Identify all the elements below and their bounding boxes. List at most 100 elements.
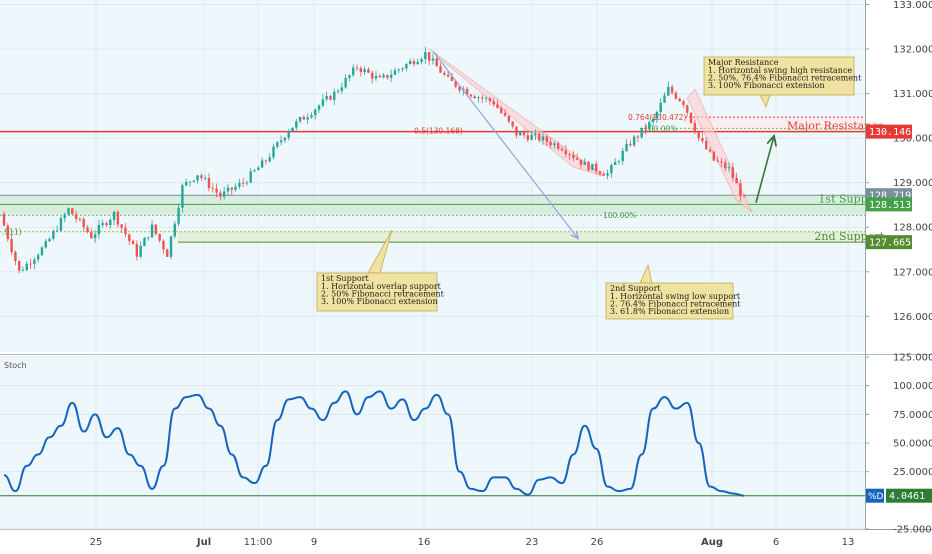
callout-line: 3. 100% Fibonacci extension	[708, 81, 825, 90]
candle-body	[568, 153, 571, 155]
candle-body	[226, 187, 230, 192]
candle-body	[522, 132, 526, 136]
candle-body	[443, 72, 446, 75]
annotation-callout[interactable]	[605, 282, 734, 320]
candle-body	[241, 182, 245, 184]
candle-body	[371, 72, 374, 79]
candle-body	[397, 69, 400, 71]
candle-body	[519, 132, 522, 136]
candle-body	[743, 195, 746, 197]
fib-label: 100.00%	[644, 124, 677, 133]
candle-body	[735, 177, 738, 184]
candle-body	[598, 171, 602, 174]
fib-label: 100.00%	[603, 211, 636, 220]
candle-body	[25, 263, 28, 271]
candle-body	[450, 76, 454, 81]
candle-body	[553, 143, 556, 146]
candle-body	[515, 126, 518, 136]
candle-body	[629, 144, 632, 146]
price-tick-label: 130.000	[893, 134, 932, 145]
candle-body	[112, 211, 116, 220]
candle-body	[36, 255, 40, 260]
candle-body	[333, 91, 336, 100]
stoch-tick-label: 125.0000	[893, 353, 932, 364]
candle-body	[67, 208, 70, 215]
candle-body	[181, 185, 184, 208]
stoch-title: Stoch	[4, 361, 27, 370]
callout-line: 1. Horizontal swing high resistance	[708, 66, 852, 75]
candle-body	[446, 74, 450, 77]
time-tick-label: 25	[90, 537, 103, 548]
candle-body	[219, 192, 222, 197]
time-tick-label: 13	[842, 537, 855, 548]
candle-body	[591, 163, 594, 171]
candle-body	[469, 94, 473, 97]
candle-body	[215, 188, 218, 193]
candle-body	[724, 162, 727, 169]
candle-body	[317, 105, 321, 110]
descending-pattern[interactable]	[428, 48, 605, 177]
candle-body	[93, 234, 97, 239]
candle-body	[712, 151, 716, 161]
price-tick-label: 132.000	[893, 45, 932, 56]
candle-body	[154, 224, 158, 234]
candle-body	[21, 270, 25, 271]
candle-body	[222, 191, 226, 197]
stoch-tick-label: -25.0000	[893, 525, 932, 536]
candle-body	[697, 132, 700, 139]
candle-body	[105, 223, 108, 226]
candle-body	[238, 182, 241, 187]
candle-body	[431, 58, 435, 61]
candle-body	[135, 244, 139, 257]
candle-body	[14, 252, 17, 261]
candle-body	[192, 180, 195, 182]
candle-body	[427, 52, 431, 61]
candle-body	[116, 211, 120, 225]
price-tick-label: 129.000	[893, 178, 932, 189]
candle-body	[663, 95, 666, 103]
bounce-arrow[interactable]	[755, 136, 774, 203]
candle-body	[40, 247, 44, 256]
candle-body	[253, 170, 256, 172]
candle-body	[602, 173, 605, 176]
candle-body	[484, 98, 488, 99]
price-tick-label: 133.000	[893, 0, 932, 11]
candle-body	[158, 233, 161, 241]
candle-body	[632, 136, 636, 146]
candle-body	[344, 77, 347, 88]
candle-body	[670, 86, 674, 93]
projection-arrow[interactable]	[432, 50, 578, 238]
price-badge	[866, 197, 912, 212]
candle-body	[166, 249, 169, 257]
candle-body	[636, 136, 640, 138]
candle-body	[564, 150, 567, 154]
candle-body	[109, 219, 112, 226]
candle-body	[279, 140, 283, 143]
candle-body	[139, 246, 142, 257]
candle-body	[74, 214, 78, 220]
candle-body	[507, 115, 511, 122]
candle-body	[298, 117, 302, 122]
time-tick-label: Aug	[701, 537, 723, 548]
candle-body	[55, 230, 59, 232]
candle-body	[71, 208, 74, 215]
candle-body	[359, 68, 363, 73]
annotation-callout[interactable]	[316, 272, 438, 312]
candle-body	[185, 182, 188, 186]
stoch-series-badge	[866, 488, 884, 503]
candle-body	[374, 75, 378, 79]
candle-body	[689, 112, 693, 123]
stoch-d-line[interactable]	[3, 390, 745, 497]
candle-body	[545, 136, 549, 142]
candle-body	[530, 135, 533, 140]
candle-body	[541, 136, 545, 141]
candle-body	[378, 75, 381, 78]
candle-body	[128, 234, 131, 241]
stoch-series-name: %D	[868, 492, 884, 502]
candle-body	[488, 98, 492, 102]
candle-body	[325, 95, 328, 100]
candle-body	[678, 98, 681, 102]
candle-body	[340, 87, 344, 91]
price-badge-text: 128.719	[869, 191, 911, 202]
annotation-callout[interactable]	[703, 56, 855, 96]
